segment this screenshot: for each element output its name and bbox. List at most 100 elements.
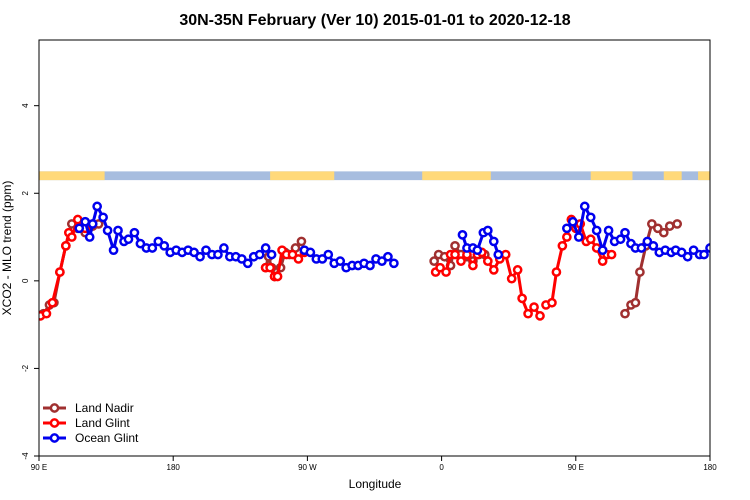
data-point-land-glint xyxy=(293,254,304,264)
data-point-ocean-glint xyxy=(636,243,647,253)
data-point-land-glint xyxy=(488,265,499,275)
land-strip-segment xyxy=(590,171,633,181)
data-point-ocean-glint xyxy=(129,227,140,238)
data-point-ocean-glint xyxy=(153,236,164,247)
data-point-land-glint xyxy=(557,240,568,251)
chart-title: 30N-35N February (Ver 10) 2015-01-01 to … xyxy=(179,12,570,29)
land-strip-segment xyxy=(698,171,710,181)
legend-label-land-glint: Land Glint xyxy=(75,416,130,430)
x-tick-label: 90 W xyxy=(298,463,317,472)
data-point-ocean-glint xyxy=(620,227,630,238)
data-point-ocean-glint xyxy=(585,212,596,223)
data-point-ocean-glint xyxy=(688,245,699,256)
data-point-ocean-glint xyxy=(335,256,346,266)
data-point-land-glint xyxy=(441,267,451,277)
data-point-ocean-glint xyxy=(317,254,328,264)
data-point-land-nadir xyxy=(630,297,641,308)
data-point-ocean-glint xyxy=(383,251,393,262)
data-point-land-glint xyxy=(547,297,557,308)
data-point-ocean-glint xyxy=(102,225,113,236)
data-point-ocean-glint xyxy=(80,216,91,227)
legend-marker-land-glint xyxy=(49,418,60,428)
data-point-ocean-glint xyxy=(573,232,584,242)
data-point-ocean-glint xyxy=(195,251,205,262)
land-strip-segment xyxy=(39,171,105,181)
x-tick-label: 90 E xyxy=(31,463,47,472)
data-point-ocean-glint xyxy=(123,234,134,245)
data-point-land-glint xyxy=(456,256,466,266)
data-point-ocean-glint xyxy=(135,238,146,249)
legend-label-land-nadir: Land Nadir xyxy=(75,401,134,415)
data-point-ocean-glint xyxy=(648,240,659,251)
y-tick-label: 0 xyxy=(21,278,30,283)
data-point-land-glint xyxy=(47,297,58,308)
data-point-ocean-glint xyxy=(213,249,223,260)
data-point-ocean-glint xyxy=(389,258,399,269)
data-point-land-glint xyxy=(562,232,572,242)
data-point-land-nadir xyxy=(652,223,663,234)
data-point-land-glint xyxy=(517,293,527,304)
data-point-ocean-glint xyxy=(219,243,229,253)
data-point-ocean-glint xyxy=(236,254,247,264)
data-point-ocean-glint xyxy=(493,249,504,260)
data-point-ocean-glint xyxy=(591,225,602,236)
data-point-ocean-glint xyxy=(457,230,468,240)
data-point-ocean-glint xyxy=(266,249,277,260)
land-strip-segment xyxy=(270,171,335,181)
data-point-ocean-glint xyxy=(189,247,199,258)
data-point-ocean-glint xyxy=(365,260,375,271)
data-point-land-glint xyxy=(482,256,493,266)
data-point-ocean-glint xyxy=(92,201,103,212)
legend-label-ocean-glint: Ocean Glint xyxy=(75,431,139,445)
data-point-land-glint xyxy=(529,302,539,312)
legend-marker-land-nadir xyxy=(49,403,60,413)
x-axis-label: Longitude xyxy=(349,477,402,491)
data-point-land-glint xyxy=(523,308,533,319)
data-point-ocean-glint xyxy=(113,225,123,236)
land-strip-segment xyxy=(422,171,491,181)
data-point-land-glint xyxy=(506,273,517,284)
data-point-land-glint xyxy=(606,249,617,260)
data-point-ocean-glint xyxy=(323,249,334,260)
y-tick-label: -2 xyxy=(21,364,30,372)
data-point-land-nadir xyxy=(635,267,645,277)
data-point-ocean-glint xyxy=(642,236,653,247)
legend-marker-ocean-glint xyxy=(49,433,60,443)
data-point-ocean-glint xyxy=(676,247,687,258)
data-point-ocean-glint xyxy=(682,251,693,262)
data-point-land-glint xyxy=(500,249,511,260)
data-point-ocean-glint xyxy=(260,243,271,253)
data-point-ocean-glint xyxy=(705,243,710,253)
data-point-ocean-glint xyxy=(482,225,493,236)
data-point-ocean-glint xyxy=(597,245,608,256)
data-point-ocean-glint xyxy=(242,258,253,269)
data-point-ocean-glint xyxy=(377,256,387,266)
data-point-ocean-glint xyxy=(579,201,590,212)
y-tick-label: -4 xyxy=(21,452,30,460)
data-point-ocean-glint xyxy=(305,247,316,258)
y-tick-label: 2 xyxy=(21,190,30,195)
data-point-land-glint xyxy=(265,262,275,273)
x-tick-label: 90 E xyxy=(568,463,584,472)
data-point-land-nadir xyxy=(450,240,460,251)
data-point-land-glint xyxy=(55,267,65,277)
data-point-ocean-glint xyxy=(567,216,578,227)
data-point-ocean-glint xyxy=(615,234,626,245)
plot-frame xyxy=(38,39,711,457)
data-point-land-glint xyxy=(512,265,523,275)
y-axis-label: XCO2 - MLO trend (ppm) xyxy=(0,181,14,316)
data-point-land-nadir xyxy=(296,236,307,247)
data-point-land-glint xyxy=(287,249,298,260)
data-point-land-glint xyxy=(585,234,596,245)
data-point-land-glint xyxy=(66,232,77,242)
data-point-ocean-glint xyxy=(108,245,119,256)
data-point-land-glint xyxy=(450,249,460,260)
data-point-land-nadir xyxy=(646,219,657,229)
land-strip-segment xyxy=(663,171,682,181)
data-point-ocean-glint xyxy=(472,245,483,256)
data-point-ocean-glint xyxy=(147,243,158,253)
data-point-ocean-glint xyxy=(562,223,572,234)
data-point-ocean-glint xyxy=(603,225,614,236)
